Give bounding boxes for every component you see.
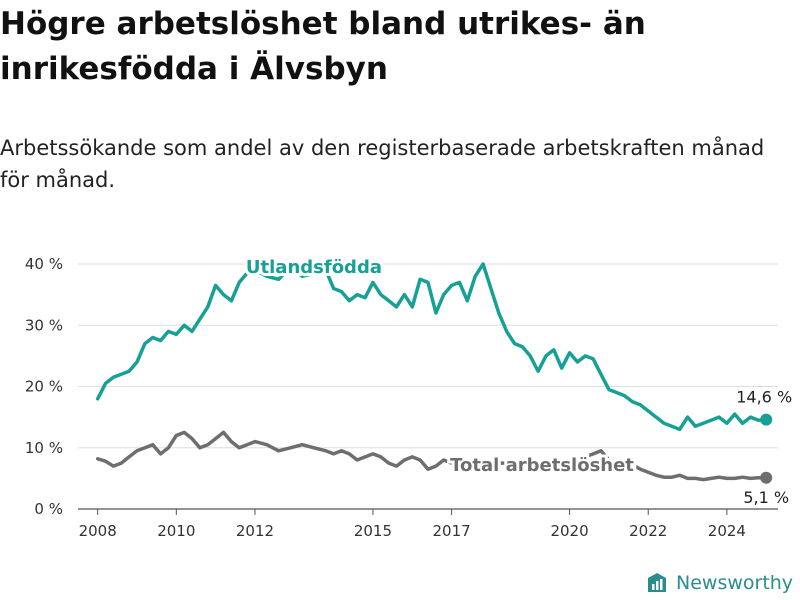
total-unemployment-end-value: 5,1 %	[743, 488, 789, 507]
total-unemployment-line	[95, 430, 768, 482]
foreign-born-end-marker	[760, 413, 773, 426]
x-tick-label: 2024	[708, 522, 746, 540]
y-tick-label: 30 %	[25, 316, 63, 334]
x-tick-label: 2012	[236, 522, 274, 540]
y-tick-label: 20 %	[25, 378, 63, 396]
total-unemployment-end-marker	[760, 471, 773, 484]
x-tick-label: 2008	[79, 522, 117, 540]
foreign-born-line	[95, 262, 768, 432]
x-tick-label: 2017	[433, 522, 471, 540]
grid-lines	[78, 263, 778, 510]
foreign-born-series-label: Utlandsfödda	[246, 257, 382, 278]
x-tick-label: 2022	[629, 522, 667, 540]
y-tick-label: 0 %	[34, 500, 63, 518]
x-tick-label: 2015	[354, 522, 392, 540]
chart-title: Högre arbetslöshet bland utrikes- än inr…	[0, 6, 646, 87]
total-unemployment-series-label: Total arbetslöshet	[450, 455, 634, 476]
series-labels: Utlandsfödda Total arbetslöshet 14,6 % 5,1 …	[243, 254, 792, 507]
chart-subtitle: Arbetssökande som andel av den registerb…	[0, 136, 765, 192]
x-tick-label: 2020	[550, 522, 588, 540]
y-axis-ticks: 0 % 10 % 20 % 30 % 40 %	[25, 255, 63, 518]
y-tick-label: 10 %	[25, 439, 63, 457]
x-axis-ticks: 2008 2010 2012 2015 2017 2020 2022 2024	[79, 509, 746, 540]
newsworthy-logo-icon	[648, 573, 666, 592]
brand-name: Newsworthy	[676, 572, 794, 594]
foreign-born-end-value: 14,6 %	[736, 388, 792, 407]
brand-logo: Newsworthy	[644, 568, 793, 598]
y-tick-label: 40 %	[25, 255, 63, 273]
line-chart: 0 % 10 % 20 % 30 % 40 % 2008 2010 2012 2015 2017…	[25, 254, 792, 540]
series-lines	[95, 262, 773, 484]
x-tick-label: 2010	[157, 522, 195, 540]
